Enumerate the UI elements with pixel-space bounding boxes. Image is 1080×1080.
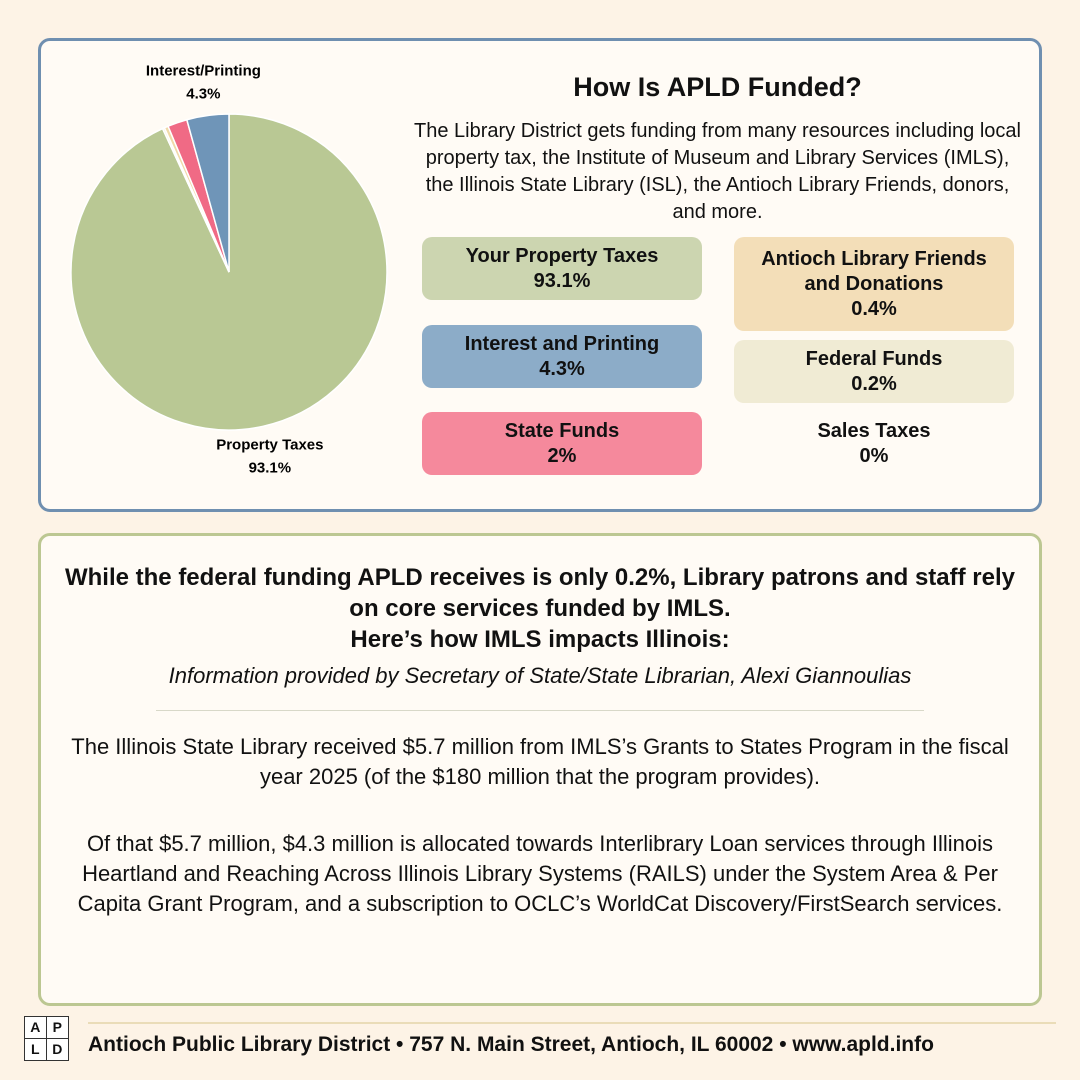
heading-line: Here’s how IMLS impacts Illinois:	[350, 626, 730, 653]
card-value: 0.2%	[851, 372, 897, 395]
footer-rule	[88, 1022, 1056, 1024]
logo-letter: L	[25, 1039, 47, 1060]
fund-card: Federal Funds 0.2%	[734, 340, 1014, 403]
footer-text: Antioch Public Library District • 757 N.…	[88, 1033, 934, 1056]
info-heading: While the federal funding APLD receives …	[60, 562, 1020, 655]
slice-value: 4.3%	[186, 86, 220, 103]
card-title: Your Property Taxes	[465, 244, 659, 267]
card-title: Sales Taxes	[817, 419, 931, 442]
heading-line: While the federal funding APLD receives …	[64, 564, 1015, 622]
card-value: 0.4%	[851, 297, 897, 320]
slice-label: Interest/Printing	[146, 63, 261, 80]
paragraph: Of that $5.7 million, $4.3 million is al…	[77, 831, 1003, 916]
card-title: Interest and Printing	[464, 332, 660, 355]
info-panel	[38, 533, 1042, 1006]
logo-letter: D	[52, 1041, 63, 1057]
fund-card: State Funds 2%	[422, 412, 702, 475]
fund-card: Sales Taxes 0%	[734, 412, 1014, 475]
title: How Is APLD Funded?	[573, 72, 862, 102]
source: Information provided by Secretary of Sta…	[168, 663, 912, 688]
paragraph: The Illinois State Library received $5.7…	[71, 734, 1009, 789]
fund-card: Interest and Printing 4.3%	[422, 325, 702, 388]
pie-slice	[185, 113, 230, 273]
card-title: Antioch Library Friends and Donations	[761, 247, 987, 295]
description: The Library District gets funding from m…	[414, 120, 1021, 223]
card-value: 0%	[859, 444, 889, 467]
logo-letter: P	[46, 1017, 68, 1039]
slice-value: 93.1%	[249, 460, 292, 477]
card-value: 93.1%	[533, 269, 591, 292]
divider	[156, 710, 924, 711]
card-title: Federal Funds	[805, 347, 943, 370]
fund-card: Your Property Taxes 93.1%	[422, 237, 702, 300]
logo-letter: A	[25, 1017, 47, 1039]
card-value: 2%	[547, 444, 577, 467]
card-value: 4.3%	[539, 357, 585, 380]
pie-chart: Property Taxes 93.1% Interest/Printing 4.3%	[70, 63, 388, 477]
slice-label: Property Taxes	[216, 437, 323, 454]
logo: A P L D	[24, 1016, 69, 1061]
fund-card: Antioch Library Friends and Donations 0.4…	[734, 237, 1014, 331]
card-title: State Funds	[504, 419, 620, 442]
